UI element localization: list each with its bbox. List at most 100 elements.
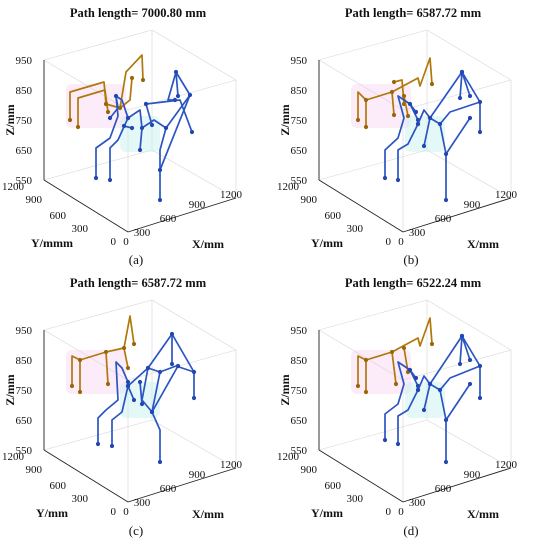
x-tick-label: 600	[435, 483, 452, 495]
blue-path-segment	[459, 71, 463, 99]
y-tick-label: 900	[26, 194, 43, 206]
blue-path-segment	[139, 381, 143, 405]
blue-path-segment	[95, 95, 129, 178]
z-tick-label: 850	[16, 355, 33, 367]
x-tick-label: 900	[189, 469, 206, 481]
blue-path-segment-endpoint	[477, 99, 483, 105]
z-tick-label: 750	[291, 115, 308, 127]
figure-panel-b: Path length= 6587.72 mm 950 850 750 650 550 Z/…	[277, 6, 518, 267]
orange-path-segment-endpoint	[129, 75, 135, 81]
blue-path-segment-endpoint	[172, 97, 178, 103]
blue-path-segment-endpoint	[457, 95, 463, 101]
blue-path-segment-endpoint	[407, 101, 413, 107]
x-tick-label: 300	[409, 227, 426, 239]
blue-path-segment-endpoint	[415, 121, 421, 127]
z-tick-label: 750	[16, 115, 33, 127]
orange-path-segment-endpoint	[77, 389, 83, 395]
blue-path-segment-endpoint	[477, 395, 483, 401]
blue-path-segment-endpoint	[382, 437, 388, 443]
orange-path-segment-endpoint	[103, 101, 109, 107]
y-tick-label: 0	[111, 506, 117, 518]
blue-path-segment-endpoint	[157, 167, 163, 173]
blue-path-segment-endpoint	[107, 115, 113, 121]
blue-path-segment-endpoint	[477, 129, 483, 135]
orange-path-segment-endpoint	[77, 357, 83, 363]
blue-path-segment	[461, 71, 471, 97]
orange-path-segment	[77, 89, 109, 127]
blue-path-segment	[417, 375, 431, 411]
blue-path-segment-endpoint	[129, 125, 135, 131]
blue-path-segment	[429, 335, 481, 398]
blue-path-segment-endpoint	[477, 363, 483, 369]
orange-path-segment-endpoint	[363, 357, 369, 363]
orange-path-segment	[123, 347, 129, 369]
blue-path-segment-endpoint	[169, 331, 175, 337]
orange-path-segment-endpoint	[67, 117, 73, 123]
plot-title: Path length= 6522.24 mm	[345, 276, 482, 290]
blue-path-segment-endpoint	[427, 381, 433, 387]
orange-path-segment	[105, 54, 144, 109]
z-axis-label: Z/mm	[278, 104, 292, 135]
y-tick-label: 1200	[2, 181, 25, 193]
blue-path-segment-endpoint	[121, 123, 127, 129]
blue-path-segment	[397, 389, 419, 444]
blue-path-segment-endpoint	[125, 115, 131, 121]
blue-path-segment-endpoint	[173, 69, 179, 75]
y-tick-label: 300	[347, 493, 364, 505]
blue-path-segment	[109, 95, 119, 119]
blue-path-segment	[429, 71, 481, 132]
blue-path-segment-endpoint	[157, 459, 163, 465]
z-tick-label: 650	[291, 145, 308, 157]
z-axis-label: Z/mm	[278, 374, 292, 405]
blue-path-segment-endpoint	[143, 101, 149, 107]
x-tick-label: 1200	[495, 459, 518, 471]
z-tick-label: 550	[16, 445, 33, 457]
orange-path-segment-endpoint	[140, 77, 146, 83]
z-tick-label: 950	[291, 55, 308, 67]
z-tick-label: 950	[16, 325, 33, 337]
x-tick-label: 0	[123, 506, 129, 518]
blue-path-segment-endpoint	[191, 369, 197, 375]
figure-panel-c: Path length= 6587.72 mm 950 850 750 650 550 Z/…	[2, 276, 243, 538]
orange-path-segment-endpoint	[105, 109, 111, 115]
orange-path-segment-endpoint	[69, 383, 75, 389]
blue-path-segment-endpoint	[421, 407, 427, 413]
blue-path-segment-endpoint	[157, 197, 163, 203]
orange-path-segment-endpoint	[363, 389, 369, 395]
z-axis-label: Z/mm	[3, 374, 17, 405]
blue-path-segment-endpoint	[457, 361, 463, 367]
blue-path-segment	[109, 117, 129, 180]
orange-path-segment-endpoint	[355, 383, 361, 389]
y-tick-label: 900	[301, 464, 318, 476]
blue-path-segment	[461, 335, 471, 361]
z-tick-label: 650	[16, 415, 33, 427]
blue-path-segment-endpoint	[467, 93, 473, 99]
x-tick-label: 1200	[220, 459, 243, 471]
blue-path-segment-endpoint	[175, 93, 181, 99]
axes-frame	[318, 29, 512, 233]
panel-caption: (d)	[403, 523, 418, 538]
x-tick-label: 300	[134, 497, 151, 509]
y-tick-label: 0	[386, 236, 392, 248]
blue-path-segment-endpoint	[437, 387, 443, 393]
orange-path-segment-endpoint	[117, 105, 123, 111]
blue-path-segment-endpoint	[137, 147, 143, 153]
blue-path-segment-endpoint	[157, 369, 163, 375]
path-drawing	[351, 317, 483, 465]
orange-path-segment-endpoint	[363, 124, 369, 130]
blue-path-segment	[147, 333, 195, 398]
blue-path-segment-endpoint	[149, 409, 155, 415]
y-tick-label: 900	[301, 194, 318, 206]
y-tick-label: 300	[347, 223, 364, 235]
x-tick-label: 600	[160, 483, 177, 495]
blue-path-segment-endpoint	[395, 177, 401, 183]
path-drawing	[66, 54, 195, 203]
y-tick-label: 600	[325, 210, 342, 222]
blue-path-segment	[127, 109, 143, 151]
orange-path-segment	[105, 315, 135, 353]
blue-path-segment-endpoint	[407, 367, 413, 373]
blue-path-segment-endpoint	[139, 125, 145, 131]
panel-d: Path length= 6522.24 mm 950 850 750 650 550 Z/…	[275, 270, 550, 541]
x-tick-label: 0	[398, 236, 404, 248]
orange-path-segment-endpoint	[389, 89, 395, 95]
